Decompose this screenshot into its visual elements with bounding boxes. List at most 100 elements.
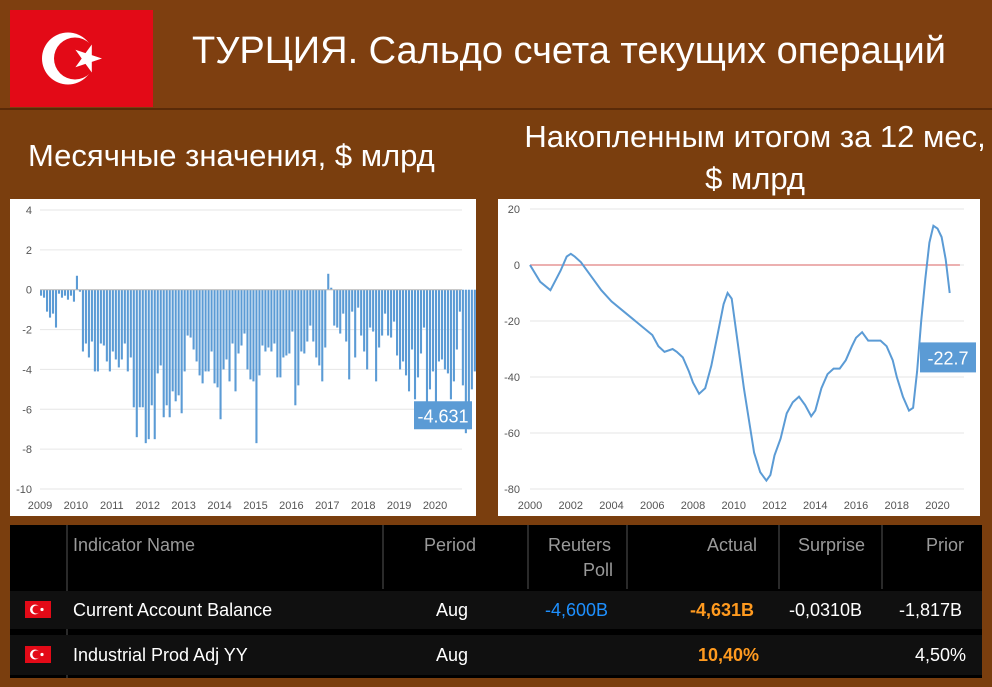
x-tick-label: 2018 <box>351 500 375 512</box>
header-reuters-poll-line1: Reuters <box>548 535 612 555</box>
bar <box>407 289 411 392</box>
turkey-flag-icon <box>25 646 51 663</box>
cumulative-line-chart-svg: 20 0 -20 -40 -60 -80 2000 2002 2004 2006 2008 2010 2… <box>504 204 976 512</box>
bar <box>312 289 315 342</box>
bar <box>288 289 291 354</box>
bar <box>339 289 342 334</box>
bar <box>150 289 153 406</box>
bar <box>294 289 297 406</box>
bar <box>129 289 132 358</box>
x-tick-label: 2015 <box>243 500 267 512</box>
bar <box>306 289 309 342</box>
bar <box>216 289 219 388</box>
bar <box>141 289 144 408</box>
x-tick-label: 2008 <box>681 500 705 512</box>
subtitle-monthly: Месячные значения, $ млрд <box>28 138 435 173</box>
bar <box>315 289 318 358</box>
bar <box>144 289 147 444</box>
bar <box>135 289 138 438</box>
bar <box>78 289 81 292</box>
y-tick-label: -40 <box>504 372 520 384</box>
bar <box>428 289 432 390</box>
bar <box>258 289 261 376</box>
bar <box>324 289 327 348</box>
bar <box>384 289 387 314</box>
x-tick-label: 2006 <box>640 500 664 512</box>
bar <box>87 289 90 358</box>
x-tick-label: 2016 <box>844 500 868 512</box>
bar <box>410 289 414 350</box>
bar <box>363 289 366 352</box>
bar <box>69 289 73 296</box>
bar <box>231 289 234 344</box>
x-tick-label: 2011 <box>100 500 124 512</box>
cumulative-line-chart: 20 0 -20 -40 -60 -80 2000 2002 2004 2006 2008 2010 2… <box>498 199 980 516</box>
bar <box>375 289 378 382</box>
bar <box>132 289 135 408</box>
bar <box>174 289 177 402</box>
bar <box>381 289 384 336</box>
bar <box>282 289 285 358</box>
bar <box>425 289 429 404</box>
table-row[interactable]: Industrial Prod Adj YY Aug 10,40% 4,50% <box>10 635 982 675</box>
y-tick-label: 0 <box>514 260 520 272</box>
bar <box>246 289 249 370</box>
bar <box>54 289 58 328</box>
header-prior: Prior <box>926 535 965 555</box>
bar <box>63 289 67 296</box>
bar <box>159 289 162 366</box>
bar <box>255 289 258 444</box>
column-separator <box>626 525 628 589</box>
bar <box>333 289 336 326</box>
bar <box>207 289 210 372</box>
bar <box>309 289 312 326</box>
y-tick-label: 4 <box>26 205 32 217</box>
divider <box>0 108 992 110</box>
y-tick-label: -60 <box>504 428 520 440</box>
bar <box>126 289 129 372</box>
bar <box>75 275 78 290</box>
header-indicator-name: Indicator Name <box>73 535 196 555</box>
bar <box>123 289 126 344</box>
bar <box>90 289 93 342</box>
y-tick-label: 20 <box>508 204 520 216</box>
bar <box>264 289 267 352</box>
bar <box>413 289 417 400</box>
bar <box>189 289 192 338</box>
bar <box>60 289 64 298</box>
bar <box>431 289 435 372</box>
x-tick-label: 2004 <box>599 500 623 512</box>
monthly-bar-chart: 4 2 0 -2 -4 -6 -8 -10 2009 2010 2011 2012 2013 2014 20… <box>10 199 581 516</box>
bar <box>285 289 288 356</box>
bar <box>48 289 52 318</box>
bar <box>261 289 264 346</box>
bar <box>66 289 70 300</box>
row-period: Aug <box>436 645 469 665</box>
bar <box>210 289 213 352</box>
bar <box>204 289 207 372</box>
row-actual: 10,40% <box>698 645 760 665</box>
bar <box>440 289 443 360</box>
table-row[interactable]: Current Account Balance Aug -4,600B -4,6… <box>10 591 982 629</box>
x-tick-label: 2010 <box>64 500 88 512</box>
bar <box>473 289 476 372</box>
bar <box>117 289 120 368</box>
subtitle-cumulative: Накопленным итогом за 12 мес, $ млрд <box>524 119 986 196</box>
bar <box>300 289 303 352</box>
bar <box>108 289 111 372</box>
row-indicator: Industrial Prod Adj YY <box>73 645 248 665</box>
bar <box>213 289 216 384</box>
bar <box>336 289 339 328</box>
bar <box>156 289 159 374</box>
bar <box>198 289 201 376</box>
bar <box>234 289 237 392</box>
x-tick-label: 2019 <box>387 500 411 512</box>
bar <box>330 287 333 290</box>
row-poll: -4,600B <box>545 600 609 620</box>
y-tick-label: -6 <box>22 404 32 416</box>
bar <box>102 289 105 346</box>
bar <box>390 289 393 338</box>
y-tick-label: -80 <box>504 484 520 496</box>
data-label: -4.631 <box>417 406 468 426</box>
bar <box>401 289 405 362</box>
